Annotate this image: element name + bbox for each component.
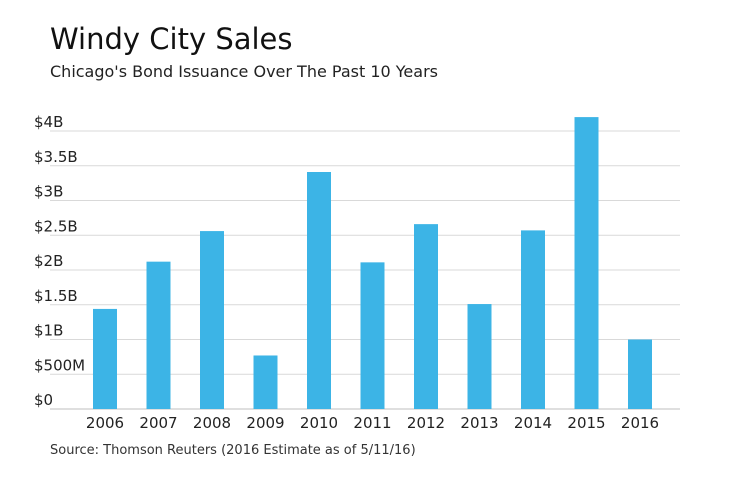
x-tick-2016: 2016	[621, 414, 659, 432]
x-tick-2012: 2012	[407, 414, 445, 432]
x-axis-ticks: 2006 2007 2008 2009 2010 2011 2012 2013 2014 2015…	[86, 414, 659, 432]
y-tick-1b: $1B	[34, 322, 63, 340]
chart-source: Source: Thomson Reuters (2016 Estimate a…	[50, 443, 416, 458]
bar-2008	[200, 231, 224, 409]
y-tick-0: $0	[34, 391, 53, 409]
x-tick-2011: 2011	[353, 414, 391, 432]
x-tick-2007: 2007	[139, 414, 177, 432]
x-tick-2008: 2008	[193, 414, 231, 432]
y-tick-4b: $4B	[34, 113, 63, 131]
bar-2007	[146, 261, 171, 409]
bar-2010	[307, 172, 331, 409]
x-tick-2009: 2009	[246, 414, 284, 432]
bar-2009	[253, 355, 278, 409]
y-axis-ticks: $0 $500M $1B $1.5B $2B $2.5B $3B $3.5B $4B	[34, 113, 85, 409]
chart-title: Windy City Sales	[50, 22, 293, 56]
bar-2014	[521, 230, 545, 409]
y-tick-2b: $2B	[34, 252, 63, 270]
y-tick-500m: $500M	[34, 356, 85, 374]
x-tick-2015: 2015	[567, 414, 605, 432]
y-tick-3b: $3B	[34, 183, 63, 201]
bars	[93, 117, 652, 409]
x-tick-2010: 2010	[300, 414, 338, 432]
bar-2013	[467, 304, 492, 409]
y-tick-1-5b: $1.5B	[34, 287, 78, 305]
y-tick-3-5b: $3.5B	[34, 148, 78, 166]
x-tick-2014: 2014	[514, 414, 552, 432]
bar-2015	[574, 117, 599, 409]
y-tick-2-5b: $2.5B	[34, 217, 78, 235]
x-tick-2013: 2013	[460, 414, 498, 432]
chart-subtitle: Chicago's Bond Issuance Over The Past 10…	[50, 62, 438, 81]
bar-2012	[414, 224, 438, 409]
bar-2016	[628, 339, 652, 409]
x-tick-2006: 2006	[86, 414, 124, 432]
bar-2006	[93, 308, 117, 409]
bar-2011	[360, 262, 385, 409]
